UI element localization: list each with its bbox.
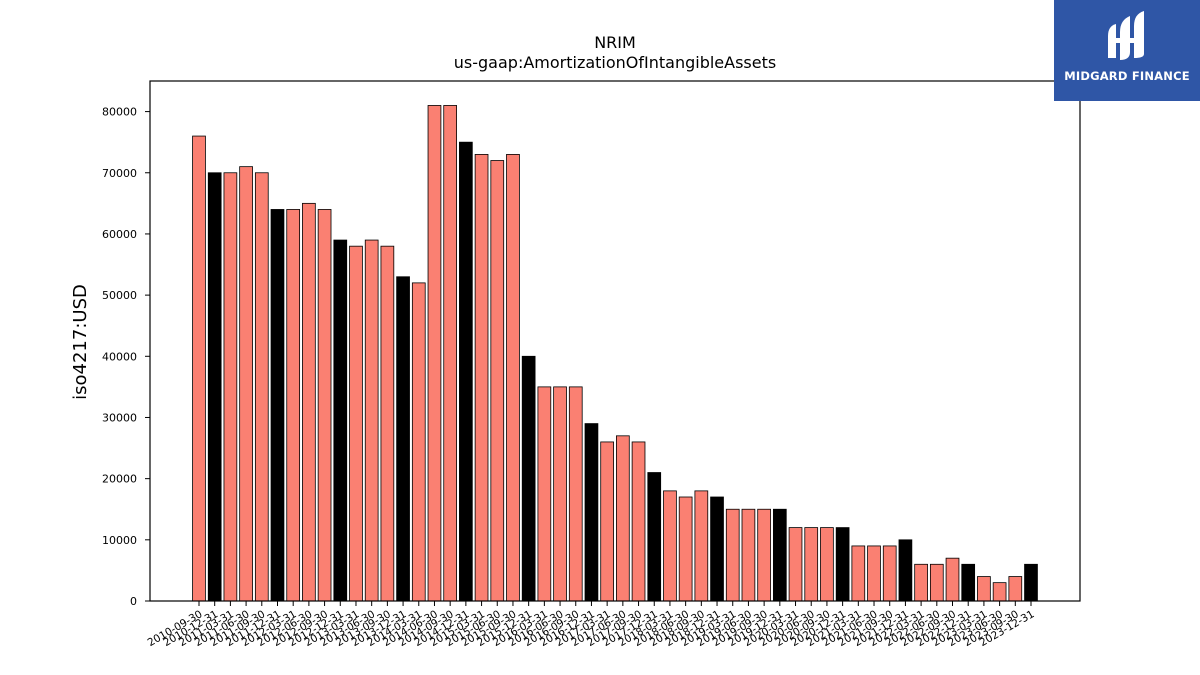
bar-2013-12-31: [396, 276, 410, 602]
bar-2017-06-30: [616, 435, 630, 602]
bar-2021-12-31: [898, 539, 913, 602]
bar-2018-06-30: [678, 496, 693, 602]
y-tick-label: 20000: [102, 473, 137, 486]
brand-logo: MIDGARD FINANCE: [1054, 0, 1200, 101]
bar-2010-12-31: [207, 172, 222, 602]
bar-2020-09-30: [820, 527, 834, 602]
bar-2017-03-31: [600, 441, 614, 602]
bar-2013-09-30: [380, 245, 395, 602]
bar-2013-03-31: [349, 245, 363, 602]
bar-2020-03-31: [788, 527, 803, 602]
y-tick-label: 70000: [102, 167, 137, 180]
bar-2016-12-31: [584, 423, 599, 602]
bar-2019-06-30: [741, 508, 756, 602]
bar-2011-06-30: [239, 166, 253, 602]
bar-2020-12-31: [835, 527, 850, 602]
bar-2018-12-31: [710, 496, 724, 602]
bar-2013-06-30: [364, 239, 379, 602]
bar-2012-06-30: [302, 202, 316, 602]
bar-2021-03-31: [851, 545, 866, 602]
bar-2017-12-31: [647, 472, 662, 602]
bar-2021-09-30: [882, 545, 897, 602]
bar-2012-09-30: [317, 209, 332, 602]
y-tick-label: 30000: [102, 411, 137, 424]
y-tick-label: 0: [130, 595, 137, 608]
bar-2022-09-30: [945, 557, 960, 602]
bar-2011-12-31: [270, 209, 285, 602]
bar-2018-03-31: [663, 490, 677, 602]
bar-2022-03-31: [914, 563, 928, 602]
bar-2011-09-30: [254, 172, 269, 602]
bar-2016-09-30: [568, 386, 583, 602]
bar-2014-06-30: [427, 105, 442, 602]
chart-title: NRIM: [594, 33, 636, 52]
bar-2012-12-31: [333, 239, 348, 602]
y-tick-label: 10000: [102, 534, 137, 547]
bar-2020-06-30: [804, 527, 819, 602]
y-axis-label: iso4217:USD: [70, 284, 91, 400]
bar-2015-12-31: [521, 355, 536, 602]
midgard-logo-icon: [1108, 11, 1144, 60]
bar-2016-03-31: [537, 386, 552, 602]
y-ticks-group: 0 10000 20000 30000 40000 50000 60000 70000 8000…: [102, 106, 150, 608]
bar-2015-09-30: [506, 154, 520, 602]
bar-2023-09-30: [1008, 576, 1023, 602]
bar-2011-03-31: [223, 172, 238, 602]
bar-2018-09-30: [694, 490, 709, 602]
bar-2023-06-30: [992, 582, 1007, 602]
bars-group: [192, 105, 1038, 602]
y-tick-label: 40000: [102, 350, 137, 363]
bar-2015-03-31: [474, 154, 489, 602]
bar-2014-09-30: [443, 105, 458, 602]
y-tick-label: 60000: [102, 228, 137, 241]
bar-2022-06-30: [929, 563, 944, 602]
brand-name: MIDGARD FINANCE: [1064, 69, 1190, 83]
bar-2023-03-31: [977, 576, 991, 602]
plot-frame: [149, 80, 1081, 602]
bar-2022-12-31: [961, 563, 976, 602]
bar-2023-12-31: [1024, 563, 1038, 602]
bar-2019-12-31: [772, 508, 787, 602]
bar-2019-09-30: [757, 508, 771, 602]
bar-2012-03-31: [286, 209, 301, 602]
bar-2014-12-31: [459, 141, 473, 602]
x-ticks-group: 2010-09-302010-12-312011-03-312011-06-30…: [146, 601, 1037, 649]
bar-2019-03-31: [725, 508, 740, 602]
bar-2016-06-30: [553, 386, 567, 602]
bar-2015-06-30: [490, 160, 505, 602]
chart-subtitle: us-gaap:AmortizationOfIntangibleAssets: [454, 53, 776, 72]
bar-2017-09-30: [631, 441, 646, 602]
bar-2010-09-30: [192, 135, 206, 602]
y-tick-label: 50000: [102, 289, 137, 302]
y-tick-label: 80000: [102, 106, 137, 119]
bar-2014-03-31: [411, 282, 426, 602]
bar-2021-06-30: [867, 545, 881, 602]
